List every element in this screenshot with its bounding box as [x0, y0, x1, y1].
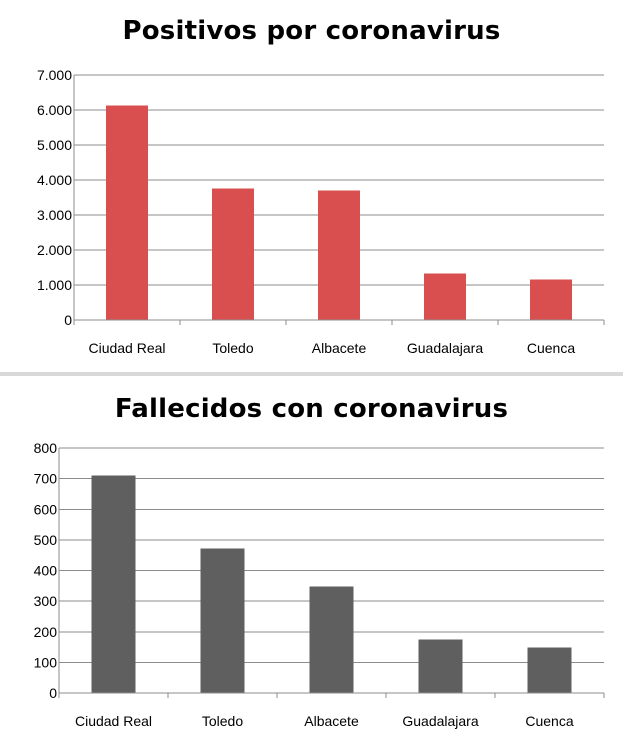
- y-tick-label: 200: [34, 624, 58, 640]
- x-tick-label: Cuenca: [527, 340, 575, 356]
- y-tick-label: 6.000: [37, 102, 72, 118]
- y-tick-label: 600: [34, 501, 58, 517]
- x-tick-label: Albacete: [304, 713, 359, 729]
- y-tick-label: 0: [64, 312, 72, 328]
- x-tick-label: Ciudad Real: [88, 340, 165, 356]
- y-tick-label: 400: [34, 563, 58, 579]
- plot-positivos: 0 1.000 2.000 3.000 4.000 5.000 6.000 7.000 Ciud…: [37, 67, 605, 356]
- x-tick-label: Guadalajara: [402, 713, 478, 729]
- bar: [527, 647, 572, 693]
- y-tick-label: 4.000: [37, 172, 72, 188]
- y-tick-label: 3.000: [37, 207, 72, 223]
- chart-fallecidos: Fallecidos con coronavirus 0 100 200 300 400…: [0, 376, 623, 749]
- plot-fallecidos: 0 100 200 300 400 500 600 700 800 Ciudad Real Tole…: [34, 440, 605, 729]
- x-tick-label: Cuenca: [525, 713, 573, 729]
- chart-title-fallecidos: Fallecidos con coronavirus: [114, 394, 509, 424]
- y-tick-label: 7.000: [37, 67, 72, 83]
- x-tick-label: Albacete: [312, 340, 367, 356]
- bar: [418, 639, 463, 693]
- x-tick-label: Toledo: [212, 340, 253, 356]
- x-tick-label: Toledo: [202, 713, 243, 729]
- y-tick-label: 5.000: [37, 137, 72, 153]
- bar: [318, 190, 360, 320]
- y-tick-label: 0: [49, 685, 57, 701]
- y-tick-label: 1.000: [37, 277, 72, 293]
- x-tick-label: Ciudad Real: [75, 713, 152, 729]
- chart-positivos: Positivos por coronavirus 0 1.000 2.000 3.0…: [0, 0, 623, 372]
- bar: [309, 586, 354, 693]
- y-tick-label: 2.000: [37, 242, 72, 258]
- x-tick-label: Guadalajara: [407, 340, 483, 356]
- y-tick-label: 800: [34, 440, 58, 456]
- bar: [212, 188, 254, 320]
- bar: [200, 548, 245, 693]
- bar: [530, 279, 572, 320]
- y-tick-label: 300: [34, 593, 58, 609]
- chart-divider: [0, 372, 623, 376]
- bar: [106, 105, 148, 320]
- chart-title-positivos: Positivos por coronavirus: [122, 16, 501, 46]
- y-tick-label: 700: [34, 471, 58, 487]
- y-tick-label: 100: [34, 654, 58, 670]
- y-tick-label: 500: [34, 532, 58, 548]
- bar: [424, 273, 466, 320]
- bar: [91, 475, 136, 693]
